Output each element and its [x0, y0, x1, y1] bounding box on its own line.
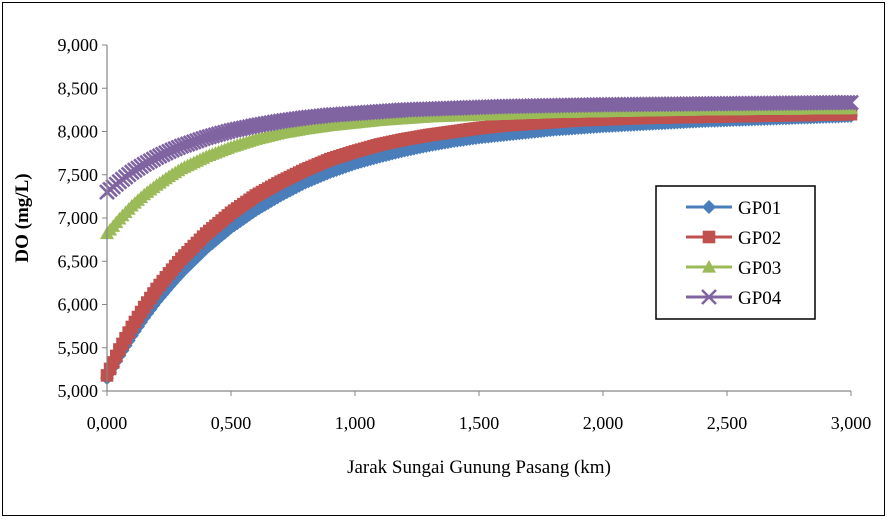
y-tick-label: 5,000: [58, 381, 99, 401]
x-tick-label: 2,000: [583, 413, 624, 433]
legend-label: GP01: [738, 198, 781, 219]
point-marker: [836, 94, 853, 111]
x-tick-label: 0,500: [211, 413, 252, 433]
legend-item-gp02: GP02: [686, 228, 781, 249]
x-tick-label: 3,000: [831, 413, 872, 433]
x-tick-label: 0,000: [87, 413, 128, 433]
x-tick-label: 1,500: [459, 413, 500, 433]
legend-item-gp04: GP04: [686, 288, 782, 309]
series-gp04: [99, 94, 859, 200]
y-tick-label: 7,500: [58, 165, 99, 185]
legend-item-gp03: GP03: [686, 258, 781, 279]
y-tick-label: 6,000: [58, 295, 99, 315]
legend: GP01 GP02 GP03 GP04: [655, 185, 816, 320]
y-tick-label: 8,000: [58, 122, 99, 142]
y-tick-label: 7,000: [58, 208, 99, 228]
legend-label: GP02: [738, 228, 781, 249]
legend-label: GP03: [738, 258, 781, 279]
legend-item-gp01: GP01: [686, 198, 781, 219]
point-marker: [843, 94, 859, 111]
point-marker: [702, 230, 716, 244]
y-tick-label: 5,500: [58, 338, 99, 358]
y-axis-title: DO (mg/L): [12, 173, 33, 262]
x-tick-label: 1,000: [335, 413, 376, 433]
point-marker: [702, 260, 716, 273]
y-tick-label: 9,000: [58, 35, 99, 55]
y-axis-ticks: 5,000 5,500 6,000 6,500 7,000 7,500 8,000 8,500…: [58, 35, 107, 401]
point-marker: [702, 200, 716, 214]
x-tick-label: 2,500: [707, 413, 748, 433]
point-marker: [839, 94, 856, 111]
legend-label: GP04: [738, 288, 782, 309]
y-tick-label: 8,500: [58, 78, 99, 98]
x-axis-ticks: 0,000 0,500 1,000 1,500 2,000 2,500 3,000: [87, 391, 872, 433]
point-marker: [701, 289, 717, 305]
legend-box: [655, 185, 816, 320]
series-layer: [99, 94, 859, 386]
y-tick-label: 6,500: [58, 251, 99, 271]
x-axis-title: Jarak Sungai Gunung Pasang (km): [347, 457, 611, 478]
